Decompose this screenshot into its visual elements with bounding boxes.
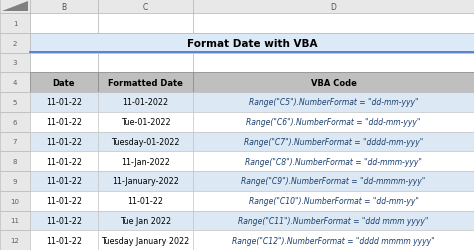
Bar [0, 0, 30, 14]
Bar [98, 191, 193, 211]
Text: Formatted Date: Formatted Date [108, 78, 183, 87]
Text: Format Date with VBA: Format Date with VBA [187, 38, 317, 48]
Bar [193, 191, 474, 211]
Text: 11-01-2022: 11-01-2022 [122, 98, 169, 107]
Bar [193, 93, 474, 112]
Text: Range("C7").NumberFormat = "dddd-mm-yyy": Range("C7").NumberFormat = "dddd-mm-yyy" [244, 137, 423, 146]
Bar [0, 171, 30, 191]
Text: 11-January-2022: 11-January-2022 [112, 177, 179, 186]
Text: D: D [330, 2, 337, 12]
Bar [30, 191, 98, 211]
Text: 11-01-22: 11-01-22 [46, 236, 82, 245]
Bar [98, 171, 193, 191]
Bar [193, 132, 474, 152]
Text: Range("C8").NumberFormat = "dd-mmm-yyy": Range("C8").NumberFormat = "dd-mmm-yyy" [245, 157, 422, 166]
Bar [0, 93, 30, 112]
Bar [193, 0, 474, 14]
Bar [0, 211, 30, 230]
Text: 1: 1 [13, 21, 17, 27]
Bar [30, 112, 98, 132]
Bar [98, 93, 193, 112]
Text: 11-01-22: 11-01-22 [46, 216, 82, 225]
Text: 11-Jan-2022: 11-Jan-2022 [121, 157, 170, 166]
Bar [98, 132, 193, 152]
Text: 7: 7 [13, 139, 17, 145]
Bar [0, 53, 30, 73]
Bar [30, 0, 98, 14]
Bar [193, 211, 474, 230]
Text: 11-01-22: 11-01-22 [128, 196, 164, 205]
Bar [30, 211, 98, 230]
Bar [0, 112, 30, 132]
Bar [98, 73, 193, 93]
Bar [98, 0, 193, 14]
Bar [193, 152, 474, 171]
Bar [98, 230, 193, 250]
Text: B: B [62, 2, 66, 12]
Bar [30, 53, 98, 73]
Bar [30, 171, 98, 191]
Bar [0, 132, 30, 152]
Text: 2: 2 [13, 40, 17, 46]
Bar [193, 230, 474, 250]
Bar [30, 34, 474, 53]
Text: 11-01-22: 11-01-22 [46, 196, 82, 205]
Bar [0, 14, 30, 34]
Bar [0, 73, 30, 93]
Text: Range("C5").NumberFormat = "dd-mm-yyy": Range("C5").NumberFormat = "dd-mm-yyy" [249, 98, 418, 107]
Text: Range("C10").NumberFormat = "dd-mm-yy": Range("C10").NumberFormat = "dd-mm-yy" [248, 196, 419, 205]
Text: Range("C9").NumberFormat = "dd-mmmm-yyy": Range("C9").NumberFormat = "dd-mmmm-yyy" [241, 177, 426, 186]
Bar [98, 211, 193, 230]
Text: Tue-01-2022: Tue-01-2022 [121, 118, 170, 126]
Text: VBA Code: VBA Code [310, 78, 356, 87]
Bar [193, 112, 474, 132]
Text: 5: 5 [13, 100, 17, 105]
Text: 11-01-22: 11-01-22 [46, 118, 82, 126]
Bar [30, 230, 98, 250]
Text: Tuesday January 2022: Tuesday January 2022 [101, 236, 190, 245]
Text: Date: Date [53, 78, 75, 87]
Bar [193, 171, 474, 191]
Bar [98, 152, 193, 171]
Text: 9: 9 [13, 178, 17, 184]
Bar [30, 93, 98, 112]
Bar [193, 14, 474, 34]
Text: 4: 4 [13, 80, 17, 86]
Bar [0, 152, 30, 171]
Bar [30, 73, 98, 93]
Text: 6: 6 [13, 119, 17, 125]
Text: 11-01-22: 11-01-22 [46, 137, 82, 146]
Text: 10: 10 [10, 198, 19, 204]
Text: 3: 3 [13, 60, 17, 66]
Text: 11-01-22: 11-01-22 [46, 98, 82, 107]
Text: Range("C12").NumberFormat = "dddd mmmm yyyy": Range("C12").NumberFormat = "dddd mmmm y… [232, 236, 435, 245]
Text: 11-01-22: 11-01-22 [46, 177, 82, 186]
Text: Range("C6").NumberFormat = "ddd-mm-yyy": Range("C6").NumberFormat = "ddd-mm-yyy" [246, 118, 421, 126]
Polygon shape [2, 2, 28, 12]
Text: 8: 8 [13, 158, 17, 164]
Text: Range("C11").NumberFormat = "ddd mmm yyyy": Range("C11").NumberFormat = "ddd mmm yyy… [238, 216, 428, 225]
Bar [30, 132, 98, 152]
Text: 11: 11 [10, 218, 19, 224]
Bar [0, 191, 30, 211]
Bar [0, 34, 30, 53]
Bar [193, 73, 474, 93]
Bar [98, 112, 193, 132]
Text: 12: 12 [10, 237, 19, 243]
Bar [98, 14, 193, 34]
Bar [98, 53, 193, 73]
Bar [0, 230, 30, 250]
Text: 11-01-22: 11-01-22 [46, 157, 82, 166]
Text: Tue Jan 2022: Tue Jan 2022 [120, 216, 171, 225]
Bar [30, 14, 98, 34]
Text: Tuesday-01-2022: Tuesday-01-2022 [111, 137, 180, 146]
Text: C: C [143, 2, 148, 12]
Bar [193, 53, 474, 73]
Bar [30, 152, 98, 171]
